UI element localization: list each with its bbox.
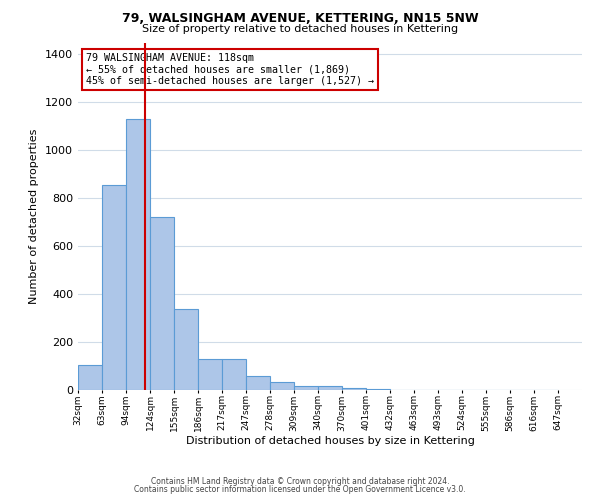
Bar <box>222 359 246 390</box>
Bar <box>102 185 126 390</box>
Bar <box>318 386 342 390</box>
Bar <box>78 365 102 390</box>
Bar <box>126 119 150 390</box>
Bar <box>246 376 270 390</box>
Text: Contains HM Land Registry data © Crown copyright and database right 2024.: Contains HM Land Registry data © Crown c… <box>151 477 449 486</box>
Bar <box>342 388 366 390</box>
Bar <box>270 382 294 390</box>
Y-axis label: Number of detached properties: Number of detached properties <box>29 128 40 304</box>
Bar <box>366 389 390 390</box>
Bar <box>150 218 174 390</box>
Bar <box>198 359 222 390</box>
Text: 79 WALSINGHAM AVENUE: 118sqm
← 55% of detached houses are smaller (1,869)
45% of: 79 WALSINGHAM AVENUE: 118sqm ← 55% of de… <box>86 53 374 86</box>
X-axis label: Distribution of detached houses by size in Kettering: Distribution of detached houses by size … <box>185 436 475 446</box>
Bar <box>174 308 198 390</box>
Text: 79, WALSINGHAM AVENUE, KETTERING, NN15 5NW: 79, WALSINGHAM AVENUE, KETTERING, NN15 5… <box>122 12 478 26</box>
Bar <box>294 386 318 390</box>
Text: Contains public sector information licensed under the Open Government Licence v3: Contains public sector information licen… <box>134 485 466 494</box>
Text: Size of property relative to detached houses in Kettering: Size of property relative to detached ho… <box>142 24 458 34</box>
